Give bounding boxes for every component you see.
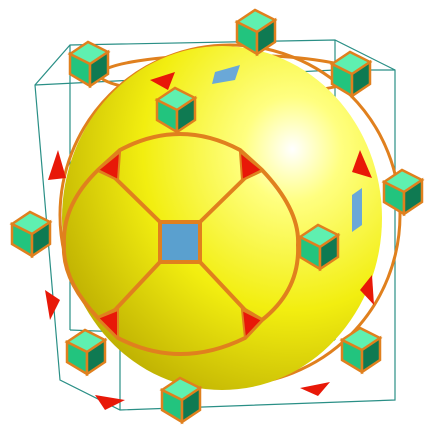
blue-face bbox=[212, 65, 240, 84]
sphere bbox=[62, 46, 382, 390]
center-square bbox=[158, 220, 202, 264]
front-triangles bbox=[96, 149, 264, 341]
side-triangles bbox=[45, 72, 374, 410]
blue-face bbox=[352, 188, 362, 232]
